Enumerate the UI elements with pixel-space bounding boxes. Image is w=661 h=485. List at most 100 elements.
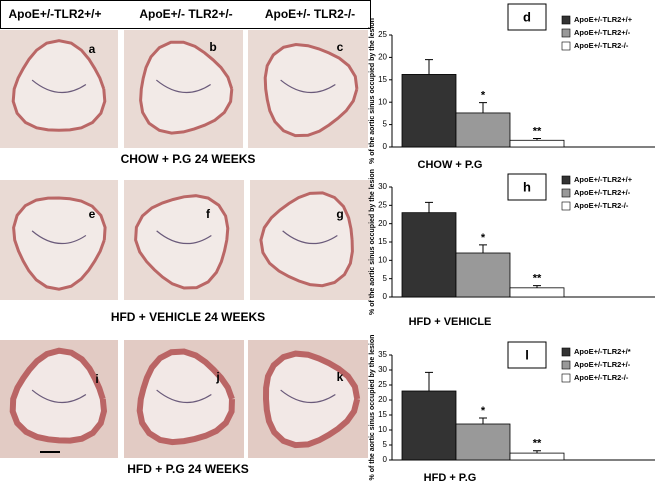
micrograph: f: [124, 180, 244, 300]
bar: [509, 287, 565, 298]
x-axis-label: HFD + VEHICLE: [409, 316, 492, 328]
significance: **: [533, 273, 542, 285]
vessel-wall: [263, 42, 359, 138]
legend-swatch: [561, 28, 571, 38]
header-box: [0, 0, 371, 29]
y-tick-label: 25: [378, 200, 387, 209]
error-bar: [425, 201, 433, 213]
y-tick-label: 30: [378, 182, 387, 191]
error-bar: [533, 137, 541, 141]
error-bar: [425, 371, 433, 391]
y-tick-label: 20: [378, 219, 387, 228]
y-tick-label: 10: [378, 255, 387, 264]
legend-label: ApoE+/-TLR2-/-: [574, 373, 629, 382]
micrograph: c: [248, 30, 368, 148]
significance: **: [533, 438, 542, 450]
micrograph: e: [0, 180, 118, 300]
vessel-wall: [262, 350, 361, 449]
error-bar: [479, 102, 487, 113]
legend-swatch: [561, 347, 571, 357]
column-header: ApoE+/- TLR2-/-: [265, 7, 355, 21]
y-tick-label: 0: [383, 292, 388, 301]
panel-letter: b: [209, 40, 216, 54]
column-header: ApoE+/- TLR2+/-: [139, 7, 232, 21]
y-axis-label: % of the aortic sinus occupied by the le…: [369, 18, 376, 164]
legend-swatch: [561, 41, 571, 51]
legend-swatch: [561, 201, 571, 211]
chart-title: l: [525, 347, 529, 362]
significance: *: [481, 90, 486, 102]
legend-swatch: [561, 188, 571, 198]
y-axis-label: % of the aortic sinus occupied by the le…: [369, 169, 376, 315]
vessel-wall: [136, 348, 235, 446]
valve-line: [31, 389, 87, 403]
error-bar: [479, 244, 487, 253]
panel-letter: a: [89, 42, 96, 56]
significance: *: [481, 405, 486, 417]
valve-line: [282, 230, 338, 245]
error-bar: [533, 450, 541, 454]
valve-line: [155, 79, 211, 93]
micrograph: g: [250, 180, 370, 300]
error-bar: [425, 59, 433, 75]
legend-swatch: [561, 360, 571, 370]
bar: [455, 252, 511, 298]
significance: **: [533, 125, 542, 137]
legend-label: ApoE+/-TLR2+/-: [574, 360, 631, 369]
vessel-wall: [11, 39, 107, 132]
y-tick-label: 5: [383, 440, 388, 449]
bar: [455, 112, 511, 148]
x-axis-label: HFD + P.G: [424, 472, 477, 484]
error-bar: [479, 417, 487, 424]
bar: [509, 139, 565, 148]
panel-letter: i: [95, 372, 98, 386]
valve-line: [156, 389, 212, 403]
y-tick-label: 0: [383, 455, 388, 464]
column-header: ApoE+/-TLR2+/+: [8, 7, 101, 21]
micrograph: a: [0, 30, 118, 148]
valve-line: [280, 389, 336, 403]
y-tick-label: 15: [378, 75, 387, 84]
y-tick-label: 15: [378, 410, 387, 419]
legend-label: ApoE+/-TLR2+/*: [574, 347, 631, 356]
y-tick-label: 20: [378, 53, 387, 62]
y-tick-label: 0: [383, 142, 388, 151]
y-tick-label: 5: [383, 274, 388, 283]
panel-letter-box: [507, 341, 547, 369]
y-tick-label: 25: [378, 30, 387, 39]
bar: [401, 212, 457, 298]
valve-line: [31, 230, 87, 245]
panel-letter: j: [215, 370, 219, 384]
legend-label: ApoE+/-TLR2-/-: [574, 201, 629, 210]
legend-swatch: [561, 373, 571, 383]
micrograph: b: [124, 30, 243, 148]
y-tick-label: 30: [378, 365, 387, 374]
legend-label: ApoE+/-TLR2+/-: [574, 28, 631, 37]
row-caption: HFD + VEHICLE 24 WEEKS: [111, 310, 265, 324]
legend-label: ApoE+/-TLR2+/+: [574, 175, 633, 184]
legend-label: ApoE+/-TLR2-/-: [574, 41, 629, 50]
y-tick-label: 10: [378, 425, 387, 434]
y-tick-label: 10: [378, 97, 387, 106]
y-tick-label: 35: [378, 350, 387, 359]
valve-line: [280, 79, 336, 93]
micrograph: i: [0, 340, 118, 458]
panel-letter: k: [337, 370, 344, 384]
micrograph: k: [248, 340, 368, 458]
panel-letter: c: [337, 40, 344, 54]
chart-title: d: [523, 9, 531, 24]
y-tick-label: 15: [378, 237, 387, 246]
vessel-wall: [134, 194, 230, 290]
legend-swatch: [561, 15, 571, 25]
panel-letter: f: [206, 207, 211, 221]
panel-letter: g: [336, 207, 343, 221]
legend-label: ApoE+/-TLR2+/-: [574, 188, 631, 197]
bar: [401, 74, 457, 148]
significance: *: [481, 232, 486, 244]
bar: [509, 452, 565, 461]
panel-letter-box: [507, 3, 547, 31]
micrograph: j: [124, 340, 244, 458]
vessel-wall: [9, 347, 108, 444]
vessel-wall: [139, 40, 234, 135]
